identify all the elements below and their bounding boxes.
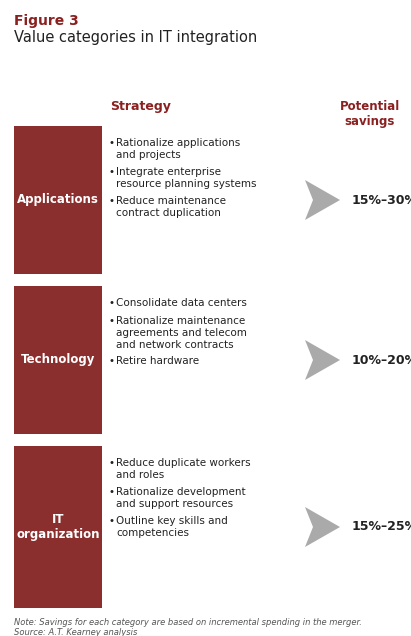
Text: Reduce maintenance
contract duplication: Reduce maintenance contract duplication: [116, 196, 226, 218]
Text: 10%–20%: 10%–20%: [352, 354, 411, 366]
Text: Note: Savings for each category are based on incremental spending in the merger.: Note: Savings for each category are base…: [14, 618, 362, 636]
Text: Retire hardware: Retire hardware: [116, 356, 199, 366]
Polygon shape: [305, 340, 340, 380]
Text: 15%–30%: 15%–30%: [352, 193, 411, 207]
Text: Technology: Technology: [21, 354, 95, 366]
Text: •: •: [108, 167, 114, 177]
Bar: [14, 286, 102, 434]
Text: •: •: [108, 458, 114, 468]
Text: Potential
savings: Potential savings: [340, 100, 400, 128]
Text: Rationalize maintenance
agreements and telecom
and network contracts: Rationalize maintenance agreements and t…: [116, 315, 247, 350]
Text: •: •: [108, 138, 114, 148]
Polygon shape: [305, 507, 340, 547]
Text: •: •: [108, 196, 114, 206]
Text: 15%–25%: 15%–25%: [352, 520, 411, 534]
Text: •: •: [108, 315, 114, 326]
Text: •: •: [108, 487, 114, 497]
Text: Strategy: Strategy: [110, 100, 171, 113]
Text: Applications: Applications: [17, 193, 99, 207]
Text: Consolidate data centers: Consolidate data centers: [116, 298, 247, 308]
Polygon shape: [305, 180, 340, 220]
Text: Rationalize development
and support resources: Rationalize development and support reso…: [116, 487, 246, 509]
Text: Figure 3: Figure 3: [14, 14, 79, 28]
Text: Reduce duplicate workers
and roles: Reduce duplicate workers and roles: [116, 458, 251, 480]
Text: IT
organization: IT organization: [16, 513, 100, 541]
Text: •: •: [108, 298, 114, 308]
Bar: [14, 446, 102, 608]
Text: Integrate enterprise
resource planning systems: Integrate enterprise resource planning s…: [116, 167, 256, 189]
Text: Value categories in IT integration: Value categories in IT integration: [14, 30, 257, 45]
Text: Rationalize applications
and projects: Rationalize applications and projects: [116, 138, 240, 160]
Text: •: •: [108, 356, 114, 366]
Text: •: •: [108, 516, 114, 526]
Bar: [14, 126, 102, 274]
Text: Outline key skills and
competencies: Outline key skills and competencies: [116, 516, 228, 538]
